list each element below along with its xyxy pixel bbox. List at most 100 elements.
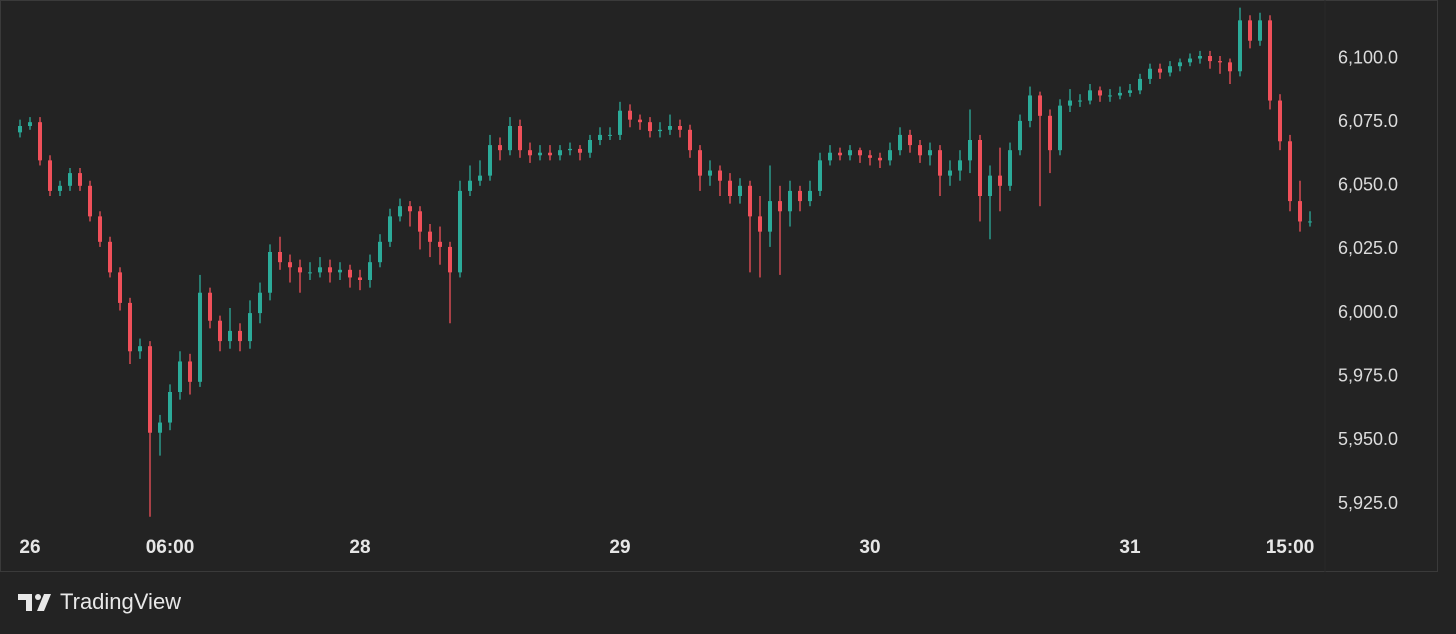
candle-body <box>318 267 322 273</box>
candle-body <box>818 160 822 191</box>
x-tick-label: 26 <box>19 537 40 558</box>
candle-body <box>628 110 632 120</box>
candle-body <box>718 170 722 181</box>
y-tick-label: 6,000.0 <box>1338 302 1398 322</box>
candle-body <box>658 129 662 132</box>
candle-body <box>338 269 342 273</box>
x-tick-label: 30 <box>859 537 880 558</box>
candle-body <box>1268 20 1272 101</box>
candle-body <box>998 175 1002 186</box>
candle-body <box>48 160 52 191</box>
candle-body <box>1078 100 1082 102</box>
candle-body <box>928 150 932 156</box>
y-tick-label: 5,975.0 <box>1338 365 1398 385</box>
candle-body <box>508 126 512 151</box>
x-tick-label: 29 <box>609 537 630 558</box>
candle-body <box>98 216 102 242</box>
candle-body <box>178 361 182 392</box>
y-tick-label: 6,050.0 <box>1338 175 1398 195</box>
candle-body <box>348 269 352 278</box>
candle-body <box>1128 90 1132 93</box>
y-tick-label: 6,025.0 <box>1338 238 1398 258</box>
candle-body <box>1048 115 1052 151</box>
candle-body <box>1208 56 1212 62</box>
candle-body <box>948 170 952 176</box>
candle-body <box>28 122 32 126</box>
candle-body <box>478 175 482 181</box>
candle-body <box>1248 20 1252 41</box>
candle-body <box>1138 78 1142 91</box>
candle-body <box>758 216 762 232</box>
candle-body <box>1028 95 1032 121</box>
candle-body <box>1198 56 1202 59</box>
candle-body <box>748 185 752 217</box>
x-tick-label: 06:00 <box>146 537 195 558</box>
candle-body <box>778 201 782 212</box>
candle-body <box>218 320 222 342</box>
candle-body <box>398 206 402 217</box>
logo <box>18 594 51 611</box>
candle-body <box>1068 100 1072 106</box>
candle-body <box>228 330 232 342</box>
candle-body <box>528 150 532 156</box>
candle-body <box>1168 66 1172 73</box>
candle-body <box>978 140 982 196</box>
candle-body <box>428 231 432 242</box>
candle-body <box>388 216 392 242</box>
x-tick-label: 15:00 <box>1266 537 1315 558</box>
candle-body <box>418 211 422 232</box>
candle-body <box>908 134 912 146</box>
candle-body <box>958 160 962 171</box>
candle-body <box>108 241 112 273</box>
candle-body <box>58 185 62 191</box>
candle-body <box>968 140 972 161</box>
candle-body <box>938 150 942 176</box>
candle-body <box>278 252 282 263</box>
x-tick-label: 31 <box>1119 537 1141 558</box>
candle-body <box>788 190 792 212</box>
candle-body <box>898 134 902 151</box>
candle-body <box>88 185 92 217</box>
watermark: TradingView <box>60 589 181 614</box>
candle-body <box>1038 95 1042 116</box>
candle-body <box>168 392 172 423</box>
candle-body <box>368 262 372 280</box>
candle-body <box>298 267 302 273</box>
candle-body <box>1158 68 1162 73</box>
candle-body <box>118 272 122 303</box>
candle-body <box>1308 221 1312 223</box>
candle-body <box>618 110 622 135</box>
candle-body <box>698 150 702 176</box>
candle-body <box>668 126 672 130</box>
candle-body <box>138 346 142 352</box>
candle-body <box>268 252 272 293</box>
logo-slash <box>37 594 51 611</box>
candle-body <box>358 277 362 280</box>
candle-body <box>1098 90 1102 96</box>
candle-body <box>158 422 162 433</box>
candle-body <box>208 292 212 321</box>
candle-body <box>588 140 592 153</box>
candle-body <box>438 241 442 247</box>
candle-body <box>1058 105 1062 151</box>
candle-body <box>1298 201 1302 222</box>
candle-body <box>868 155 872 158</box>
candle-body <box>1218 61 1222 63</box>
candle-body <box>38 122 42 161</box>
candle-body <box>188 361 192 382</box>
candle-body <box>68 173 72 186</box>
candle-body <box>468 180 472 191</box>
candle-body <box>738 185 742 196</box>
candle-body <box>258 292 262 314</box>
candle-body <box>878 157 882 161</box>
candle-body <box>1108 95 1112 97</box>
candle-body <box>128 302 132 352</box>
candle-body <box>378 241 382 263</box>
candle-body <box>248 313 252 342</box>
candle-body <box>798 190 802 202</box>
candle-body <box>78 173 82 186</box>
candle-body <box>848 150 852 156</box>
candle-body <box>1088 90 1092 101</box>
